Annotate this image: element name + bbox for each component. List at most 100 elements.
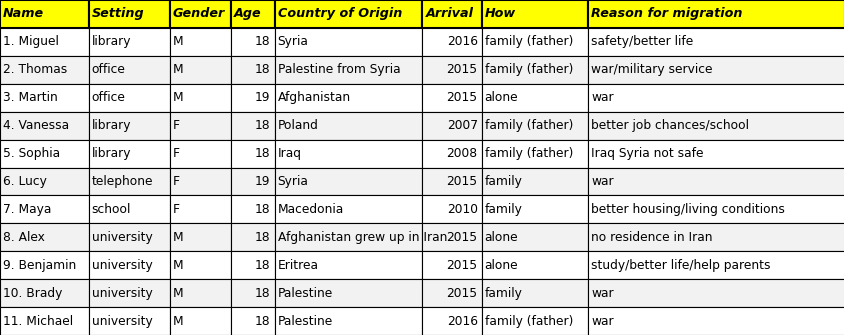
Bar xyxy=(587,223,844,251)
Text: alone: alone xyxy=(484,91,517,104)
Text: 1. Miguel: 1. Miguel xyxy=(3,36,59,48)
Bar xyxy=(274,140,422,168)
Text: 2010: 2010 xyxy=(446,203,477,216)
Bar xyxy=(170,195,230,223)
Text: Afghanistan grew up in Iran: Afghanistan grew up in Iran xyxy=(278,231,446,244)
Text: war/military service: war/military service xyxy=(591,63,711,76)
Text: family (father): family (father) xyxy=(484,315,572,328)
Text: 8. Alex: 8. Alex xyxy=(3,231,45,244)
Text: Iraq Syria not safe: Iraq Syria not safe xyxy=(591,147,703,160)
Text: 18: 18 xyxy=(255,36,270,48)
Bar xyxy=(89,223,170,251)
Text: M: M xyxy=(173,91,183,104)
Bar xyxy=(170,112,230,140)
Bar xyxy=(89,84,170,112)
Bar xyxy=(89,28,170,56)
Text: 18: 18 xyxy=(255,63,270,76)
Bar xyxy=(230,0,274,28)
Bar xyxy=(0,112,89,140)
Text: 11. Michael: 11. Michael xyxy=(3,315,73,328)
Bar xyxy=(170,0,230,28)
Text: Country of Origin: Country of Origin xyxy=(278,7,402,20)
Bar xyxy=(274,56,422,84)
Bar xyxy=(274,307,422,335)
Text: family (father): family (father) xyxy=(484,36,572,48)
Bar xyxy=(587,140,844,168)
Bar xyxy=(587,251,844,279)
Bar xyxy=(0,0,89,28)
Bar xyxy=(422,112,481,140)
Text: Iraq: Iraq xyxy=(278,147,301,160)
Text: 2015: 2015 xyxy=(446,287,477,299)
Bar xyxy=(422,307,481,335)
Bar xyxy=(170,168,230,195)
Bar xyxy=(89,251,170,279)
Bar xyxy=(89,112,170,140)
Text: Poland: Poland xyxy=(278,119,318,132)
Text: library: library xyxy=(92,119,131,132)
Text: office: office xyxy=(92,63,126,76)
Bar xyxy=(587,56,844,84)
Bar xyxy=(274,112,422,140)
Bar xyxy=(587,28,844,56)
Bar xyxy=(587,195,844,223)
Bar xyxy=(274,195,422,223)
Text: F: F xyxy=(173,147,180,160)
Text: family: family xyxy=(484,287,522,299)
Text: 2016: 2016 xyxy=(446,315,477,328)
Text: alone: alone xyxy=(484,231,517,244)
Bar xyxy=(230,168,274,195)
Bar xyxy=(481,279,587,307)
Bar xyxy=(587,112,844,140)
Text: Macedonia: Macedonia xyxy=(278,203,344,216)
Bar xyxy=(422,140,481,168)
Bar xyxy=(230,195,274,223)
Bar xyxy=(170,84,230,112)
Text: 2015: 2015 xyxy=(446,231,477,244)
Bar xyxy=(481,168,587,195)
Bar xyxy=(481,195,587,223)
Bar xyxy=(422,84,481,112)
Bar xyxy=(170,279,230,307)
Bar xyxy=(170,140,230,168)
Bar xyxy=(230,140,274,168)
Text: How: How xyxy=(484,7,515,20)
Bar xyxy=(89,195,170,223)
Text: 18: 18 xyxy=(255,231,270,244)
Text: Gender: Gender xyxy=(173,7,225,20)
Text: Arrival: Arrival xyxy=(425,7,473,20)
Text: family: family xyxy=(484,203,522,216)
Bar xyxy=(587,0,844,28)
Bar xyxy=(274,0,422,28)
Text: 5. Sophia: 5. Sophia xyxy=(3,147,60,160)
Text: 7. Maya: 7. Maya xyxy=(3,203,51,216)
Bar xyxy=(0,307,89,335)
Text: F: F xyxy=(173,119,180,132)
Bar xyxy=(230,251,274,279)
Text: library: library xyxy=(92,36,131,48)
Text: Reason for migration: Reason for migration xyxy=(591,7,742,20)
Text: better housing/living conditions: better housing/living conditions xyxy=(591,203,784,216)
Bar xyxy=(274,28,422,56)
Text: war: war xyxy=(591,91,613,104)
Bar xyxy=(481,112,587,140)
Bar xyxy=(230,279,274,307)
Text: 19: 19 xyxy=(255,91,270,104)
Text: family (father): family (father) xyxy=(484,147,572,160)
Text: university: university xyxy=(92,259,152,272)
Bar xyxy=(0,28,89,56)
Bar xyxy=(422,223,481,251)
Text: no residence in Iran: no residence in Iran xyxy=(591,231,711,244)
Bar xyxy=(230,28,274,56)
Bar xyxy=(481,28,587,56)
Text: school: school xyxy=(92,203,131,216)
Bar xyxy=(0,251,89,279)
Text: 2007: 2007 xyxy=(446,119,477,132)
Bar xyxy=(170,28,230,56)
Bar xyxy=(230,223,274,251)
Bar xyxy=(422,56,481,84)
Text: war: war xyxy=(591,287,613,299)
Text: war: war xyxy=(591,175,613,188)
Text: family: family xyxy=(484,175,522,188)
Text: Name: Name xyxy=(3,7,44,20)
